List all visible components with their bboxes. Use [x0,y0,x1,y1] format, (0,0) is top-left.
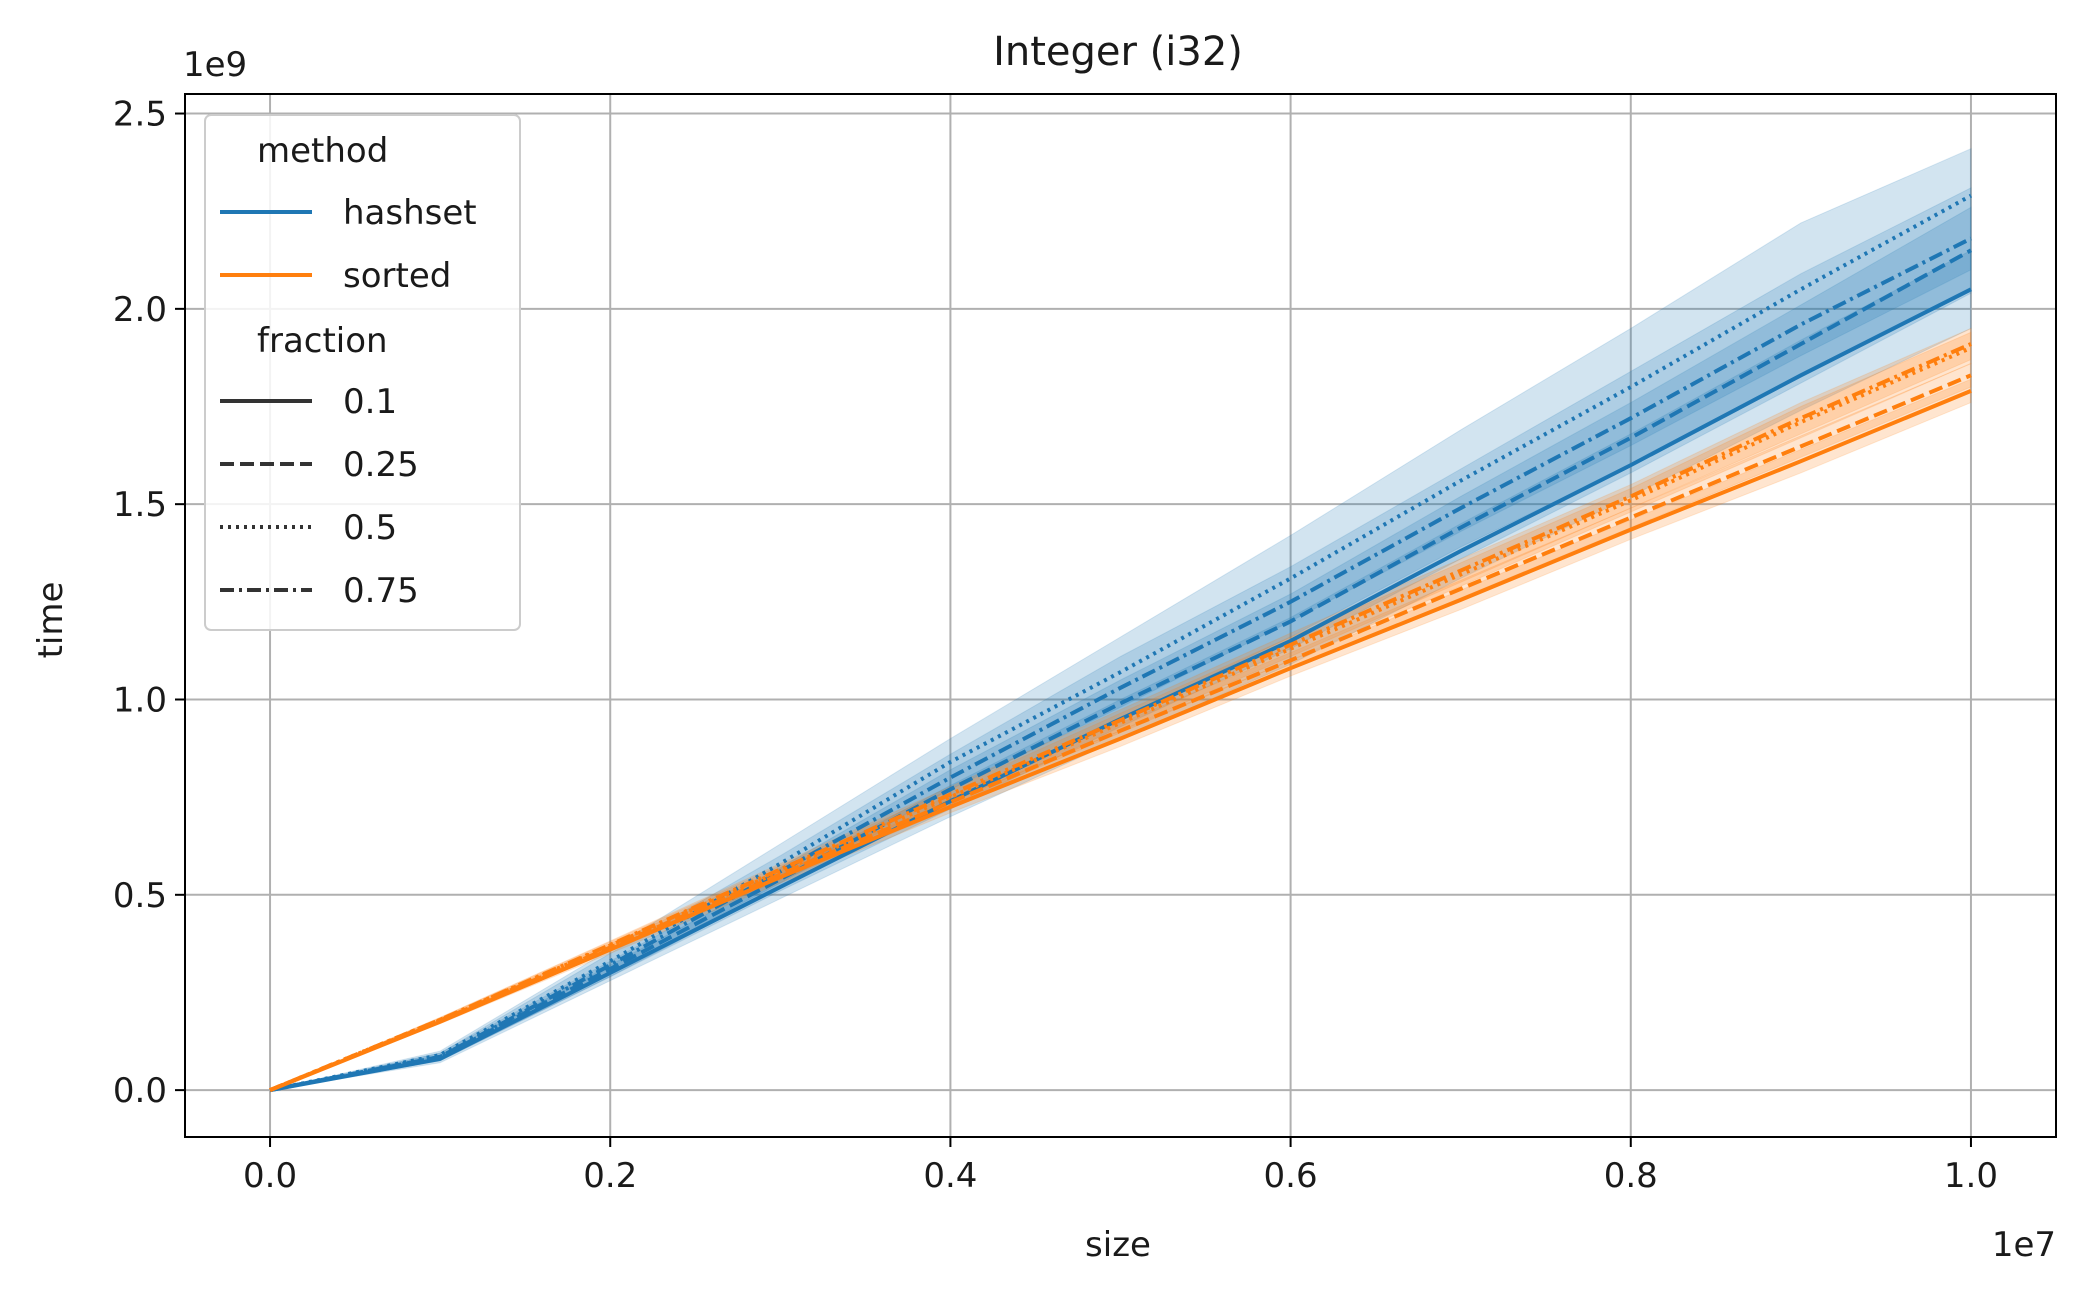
x-tick-label: 0.0 [243,1156,297,1196]
y-tick-label: 2.0 [113,290,167,330]
x-axis-ticks: 0.0 0.2 0.4 0.6 0.8 1.0 [243,1137,1998,1196]
legend-fraction-title: fraction [257,321,388,361]
legend-method-title: method [257,131,388,171]
line-hashset-0.5 [269,193,1972,1093]
y-tick-label: 0.0 [113,1071,167,1111]
y-axis-ticks: 0.0 0.5 1.0 1.5 2.0 2.5 [113,95,185,1111]
legend-label-fraction-0.75: 0.75 [343,571,419,611]
x-axis-label: size [1085,1225,1151,1265]
chart-title: Integer (i32) [993,29,1243,75]
series-lines [269,193,1972,1093]
legend: method fraction hashset sorted 0.1 0.25 0.5 0… [204,114,521,631]
y-tick-label: 1.5 [113,485,167,525]
legend-label-fraction-0.5: 0.5 [343,508,397,548]
x-tick-label: 0.8 [1604,1156,1658,1196]
y-tick-label: 0.5 [113,876,167,916]
x-tick-label: 1.0 [1944,1156,1998,1196]
band-hashset-0.25 [269,206,1972,1091]
legend-label-hashset: hashset [343,193,477,233]
y-axis-label: time [31,582,71,659]
legend-label-sorted: sorted [343,256,451,296]
line-hashset-0.75 [269,236,1972,1093]
legend-label-fraction-0.1: 0.1 [343,382,397,422]
y-tick-label: 1.0 [113,680,167,720]
legend-label-fraction-0.25: 0.25 [343,445,419,485]
x-tick-label: 0.4 [923,1156,977,1196]
legend-box [204,114,521,631]
x-tick-label: 0.6 [1264,1156,1318,1196]
line-hashset-0.25 [269,248,1972,1093]
y-axis-offset-label: 1e9 [183,45,247,85]
y-tick-label: 2.5 [113,95,167,135]
grid [185,94,2056,1137]
x-tick-label: 0.2 [583,1156,637,1196]
plot-frame [184,93,2057,1138]
x-axis-offset-label: 1e7 [1992,1225,2056,1265]
line-sorted-0.5 [269,346,1972,1092]
legend-items: hashset sorted 0.1 0.25 0.5 0.75 [220,193,477,611]
line-sorted-0.75 [269,342,1972,1092]
